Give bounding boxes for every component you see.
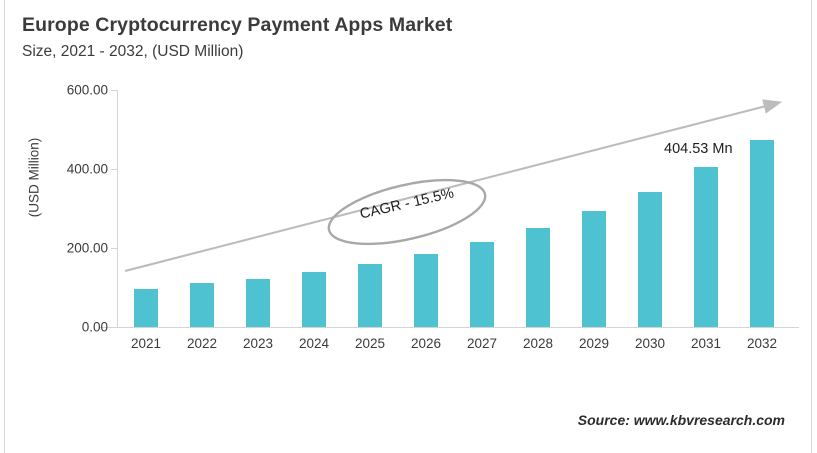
- x-axis-tick-label: 2025: [354, 336, 386, 351]
- source-credit: Source: www.kbvresearch.com: [577, 412, 785, 428]
- x-axis-tick-label: 2026: [410, 336, 442, 351]
- x-axis-tick-label: 2031: [690, 336, 722, 351]
- y-axis-line: [117, 90, 118, 328]
- x-axis-tick-label: 2024: [298, 336, 330, 351]
- bar-2027: [470, 241, 494, 327]
- y-axis-tick-label: 600.00: [66, 82, 108, 98]
- y-axis-tick-mark: [111, 248, 117, 249]
- cagr-ellipse-icon: [327, 178, 487, 246]
- y-axis-tick-mark: [111, 327, 117, 328]
- bar-2032: [750, 140, 774, 327]
- x-axis-tick-label: 2022: [186, 336, 218, 351]
- x-axis-tick-label: 2027: [466, 336, 498, 351]
- x-axis-tick-labels: 2021 2022 2023 2024 2025 2026 2027 2028 2029 2030…: [118, 336, 790, 360]
- bar-2026: [414, 253, 438, 327]
- x-axis-tick-label: 2029: [578, 336, 610, 351]
- bar-2029: [582, 211, 606, 327]
- y-axis-tick-mark: [111, 169, 117, 170]
- page-subtitle: Size, 2021 - 2032, (USD Million): [22, 43, 244, 60]
- page-title: Europe Cryptocurrency Payment Apps Marke…: [22, 14, 453, 36]
- bar-2021: [134, 288, 158, 327]
- y-axis-tick-mark: [111, 90, 117, 91]
- y-axis-tick-labels: 0.00 200.00 400.00 600.00: [0, 0, 108, 453]
- bar-2022: [190, 283, 214, 327]
- cagr-callout: CAGR - 15.5%: [322, 174, 492, 250]
- x-axis-tick-label: 2030: [634, 336, 666, 351]
- x-axis-tick-label: 2028: [522, 336, 554, 351]
- data-value-label: 404.53 Mn: [664, 141, 733, 157]
- y-axis-tick-label: 400.00: [66, 161, 108, 177]
- x-axis-tick-label: 2021: [130, 336, 162, 351]
- bar-2023: [246, 279, 270, 327]
- y-axis-title: (USD Million): [26, 137, 42, 218]
- x-axis-tick-label: 2023: [242, 336, 274, 351]
- bar-2028: [526, 228, 550, 327]
- bar-2030: [638, 192, 662, 327]
- bar-2025: [358, 263, 382, 327]
- y-axis-tick-label: 0.00: [81, 319, 108, 335]
- x-axis-line: [99, 327, 799, 328]
- x-axis-tick-label: 2032: [746, 336, 778, 351]
- bar-2031: [694, 167, 718, 327]
- y-axis-tick-label: 200.00: [66, 240, 108, 256]
- bar-2024: [302, 272, 326, 327]
